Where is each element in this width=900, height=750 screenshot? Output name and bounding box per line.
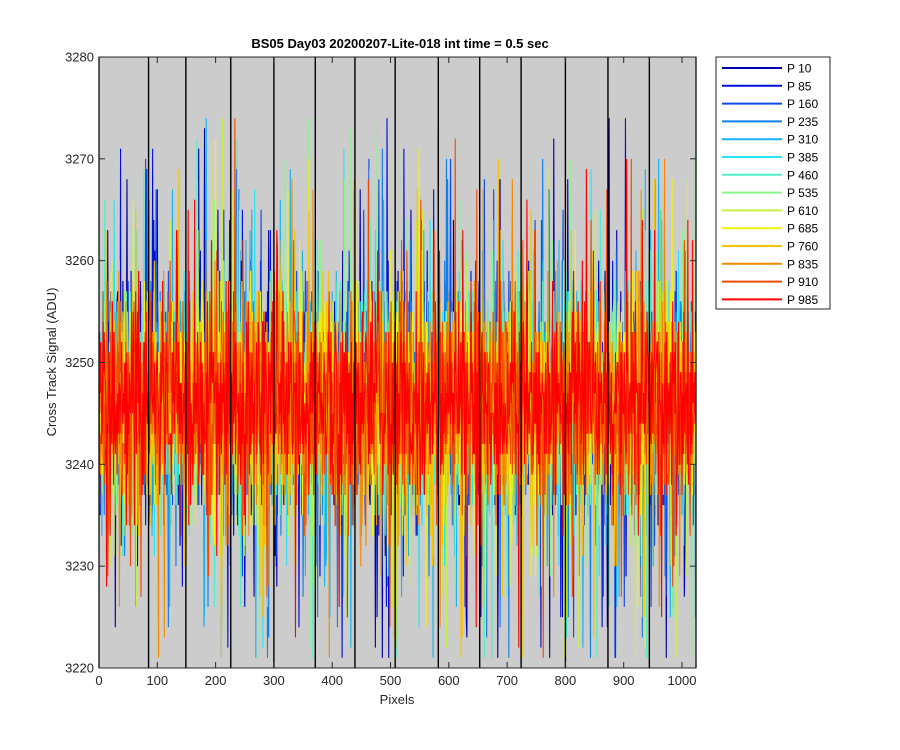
x-tick-label: 700 xyxy=(496,673,518,688)
legend-entry: P 610 xyxy=(722,204,818,218)
legend-label: P 160 xyxy=(787,97,818,111)
x-tick-label: 300 xyxy=(263,673,285,688)
legend-entry: P 460 xyxy=(722,168,818,182)
x-tick-label: 1000 xyxy=(668,673,697,688)
x-tick-label: 200 xyxy=(205,673,227,688)
legend-entry: P 685 xyxy=(722,222,818,236)
legend-entry: P 10 xyxy=(722,62,812,76)
legend-entry: P 160 xyxy=(722,97,818,111)
legend-label: P 235 xyxy=(787,115,818,129)
y-tick-label: 3280 xyxy=(65,50,94,65)
legend-label: P 685 xyxy=(787,222,818,236)
chart-title: BS05 Day03 20200207-Lite-018 int time = … xyxy=(251,36,548,51)
legend-entry: P 85 xyxy=(722,79,812,93)
legend-entry: P 235 xyxy=(722,115,818,129)
legend-label: P 610 xyxy=(787,204,818,218)
legend-entry: P 310 xyxy=(722,133,818,147)
legend-box xyxy=(715,56,831,310)
series-line-p985 xyxy=(99,158,696,648)
y-axis: 3220 3230 3240 3250 3260 3270 3280 xyxy=(65,50,696,676)
legend-label: P 535 xyxy=(787,186,818,200)
legend-label: P 10 xyxy=(787,62,812,76)
legend-label: P 985 xyxy=(787,293,818,307)
y-tick-label: 3230 xyxy=(65,559,94,574)
x-tick-label: 400 xyxy=(321,673,343,688)
legend-label: P 835 xyxy=(787,257,818,271)
legend-entry: P 835 xyxy=(722,257,818,271)
y-axis-label: Cross Track Signal (ADU) xyxy=(44,288,59,437)
x-tick-label: 0 xyxy=(95,673,102,688)
y-tick-label: 3270 xyxy=(65,151,94,166)
legend-entry: P 985 xyxy=(722,293,818,307)
x-axis-label: Pixels xyxy=(380,692,415,707)
series-layer xyxy=(99,118,696,659)
legend-label: P 760 xyxy=(787,240,818,254)
legend-label: P 910 xyxy=(787,275,818,289)
legend-label: P 385 xyxy=(787,151,818,165)
legend-entry: P 535 xyxy=(722,186,818,200)
legend-entry: P 760 xyxy=(722,240,818,254)
legend-label: P 85 xyxy=(787,79,812,93)
y-tick-label: 3250 xyxy=(65,355,94,370)
x-tick-label: 900 xyxy=(613,673,635,688)
legend-entry: P 910 xyxy=(722,275,818,289)
x-axis: 0 100 200 300 400 500 600 700 800 900 1000 xyxy=(95,57,696,688)
legend: P 10 P 85 P 160 P 235 P 310 P 385 P 460 P 535 P … xyxy=(715,56,831,310)
y-tick-label: 3220 xyxy=(65,661,94,676)
x-tick-label: 100 xyxy=(146,673,168,688)
y-tick-label: 3260 xyxy=(65,253,94,268)
legend-label: P 310 xyxy=(787,133,818,147)
legend-entry: P 385 xyxy=(722,151,818,165)
y-tick-label: 3240 xyxy=(65,457,94,472)
x-tick-label: 600 xyxy=(438,673,460,688)
x-tick-label: 800 xyxy=(555,673,577,688)
legend-label: P 460 xyxy=(787,168,818,182)
x-tick-label: 500 xyxy=(380,673,402,688)
